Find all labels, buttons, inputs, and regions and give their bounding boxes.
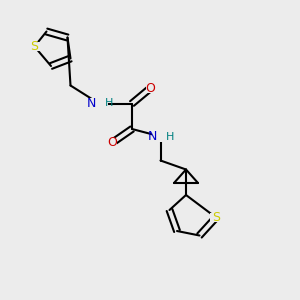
Text: S: S bbox=[212, 211, 220, 224]
FancyBboxPatch shape bbox=[90, 98, 108, 109]
Text: H: H bbox=[104, 98, 113, 109]
FancyBboxPatch shape bbox=[146, 84, 154, 93]
Text: O: O bbox=[145, 82, 155, 95]
FancyBboxPatch shape bbox=[210, 213, 222, 222]
Text: N: N bbox=[148, 130, 158, 143]
Text: S: S bbox=[31, 40, 38, 53]
FancyBboxPatch shape bbox=[28, 42, 40, 51]
Text: N: N bbox=[87, 97, 96, 110]
Text: O: O bbox=[108, 136, 117, 149]
Text: H: H bbox=[166, 131, 174, 142]
FancyBboxPatch shape bbox=[108, 138, 117, 147]
FancyBboxPatch shape bbox=[152, 131, 169, 142]
